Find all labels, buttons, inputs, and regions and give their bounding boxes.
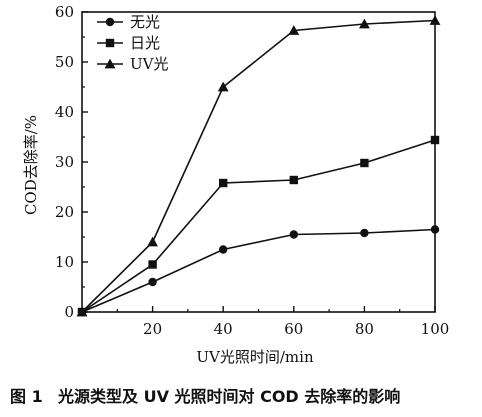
data-point-s3-3 — [288, 25, 300, 35]
series-2 — [77, 135, 440, 317]
figure-caption-number: 图 1 — [10, 387, 43, 406]
x-tick-label-80: 80 — [355, 320, 374, 338]
data-point-s3-5 — [429, 15, 441, 25]
data-point-s3-1 — [147, 236, 158, 247]
series-3 — [76, 15, 441, 317]
y-tick-label-20: 20 — [55, 203, 74, 221]
data-point-s1-1 — [148, 277, 157, 287]
series-1 — [77, 225, 440, 317]
x-tick-label-20: 20 — [143, 320, 162, 338]
data-point-s1-3 — [289, 230, 298, 239]
series-line-3 — [81, 19, 436, 313]
data-point-s2-2 — [219, 178, 228, 188]
y-tick-label-40: 40 — [55, 103, 74, 121]
data-point-s2-3 — [289, 175, 298, 185]
data-point-s2-1 — [148, 260, 157, 269]
data-point-s1-5 — [430, 225, 440, 234]
data-point-s2-5 — [430, 135, 440, 145]
data-point-s3-4 — [359, 18, 370, 29]
legend-label-3: UV光 — [130, 55, 168, 73]
data-point-s1-2 — [219, 245, 228, 254]
series-line-1 — [81, 228, 436, 313]
y-tick-label-10: 10 — [55, 253, 74, 271]
x-tick-label-100: 100 — [421, 320, 450, 338]
series-line-2 — [81, 139, 436, 313]
y-tick-label-50: 50 — [55, 53, 74, 71]
y-tick-label-60: 60 — [55, 3, 74, 21]
data-point-s1-4 — [360, 228, 369, 238]
tick-layer: 20 40 60 80 100 0 10 20 30 40 50 60 — [55, 3, 449, 338]
legend-marker-3 — [104, 58, 116, 69]
legend-label-1: 无光 — [130, 13, 160, 31]
y-tick-label-0: 0 — [64, 303, 74, 321]
y-axis-title: COD去除率/% — [22, 115, 40, 215]
y-tick-label-30: 30 — [55, 153, 74, 171]
data-point-s3-0 — [76, 306, 88, 317]
legend-marker-1 — [105, 17, 115, 27]
x-tick-label-40: 40 — [214, 320, 233, 338]
x-axis-title: UV光照时间/min — [196, 348, 314, 366]
x-tick-label-60: 60 — [284, 320, 303, 338]
figure-caption-text: 光源类型及 UV 光照时间对 COD 去除率的影响 — [57, 387, 400, 406]
data-point-s2-4 — [360, 158, 369, 168]
series-layer — [76, 15, 441, 317]
data-point-s3-2 — [217, 81, 229, 92]
legend-label-2: 日光 — [130, 34, 160, 52]
legend-marker-2 — [105, 38, 115, 48]
